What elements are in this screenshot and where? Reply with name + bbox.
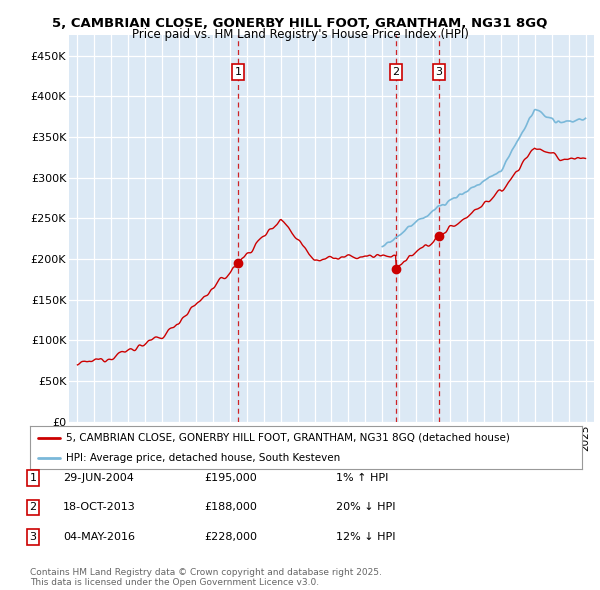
Text: 1% ↑ HPI: 1% ↑ HPI bbox=[336, 473, 388, 483]
Text: 3: 3 bbox=[29, 532, 37, 542]
Text: Price paid vs. HM Land Registry's House Price Index (HPI): Price paid vs. HM Land Registry's House … bbox=[131, 28, 469, 41]
Text: 04-MAY-2016: 04-MAY-2016 bbox=[63, 532, 135, 542]
Text: 1: 1 bbox=[235, 67, 242, 77]
Text: 12% ↓ HPI: 12% ↓ HPI bbox=[336, 532, 395, 542]
Text: 2: 2 bbox=[29, 503, 37, 512]
Text: 5, CAMBRIAN CLOSE, GONERBY HILL FOOT, GRANTHAM, NG31 8GQ (detached house): 5, CAMBRIAN CLOSE, GONERBY HILL FOOT, GR… bbox=[66, 432, 510, 442]
Text: 29-JUN-2004: 29-JUN-2004 bbox=[63, 473, 134, 483]
Text: 5, CAMBRIAN CLOSE, GONERBY HILL FOOT, GRANTHAM, NG31 8GQ: 5, CAMBRIAN CLOSE, GONERBY HILL FOOT, GR… bbox=[52, 17, 548, 30]
Text: HPI: Average price, detached house, South Kesteven: HPI: Average price, detached house, Sout… bbox=[66, 453, 340, 463]
Text: 20% ↓ HPI: 20% ↓ HPI bbox=[336, 503, 395, 512]
Text: 3: 3 bbox=[436, 67, 442, 77]
Text: £188,000: £188,000 bbox=[204, 503, 257, 512]
Text: Contains HM Land Registry data © Crown copyright and database right 2025.
This d: Contains HM Land Registry data © Crown c… bbox=[30, 568, 382, 587]
Text: 18-OCT-2013: 18-OCT-2013 bbox=[63, 503, 136, 512]
Text: £195,000: £195,000 bbox=[204, 473, 257, 483]
Text: £228,000: £228,000 bbox=[204, 532, 257, 542]
Text: 1: 1 bbox=[29, 473, 37, 483]
Text: 2: 2 bbox=[392, 67, 400, 77]
